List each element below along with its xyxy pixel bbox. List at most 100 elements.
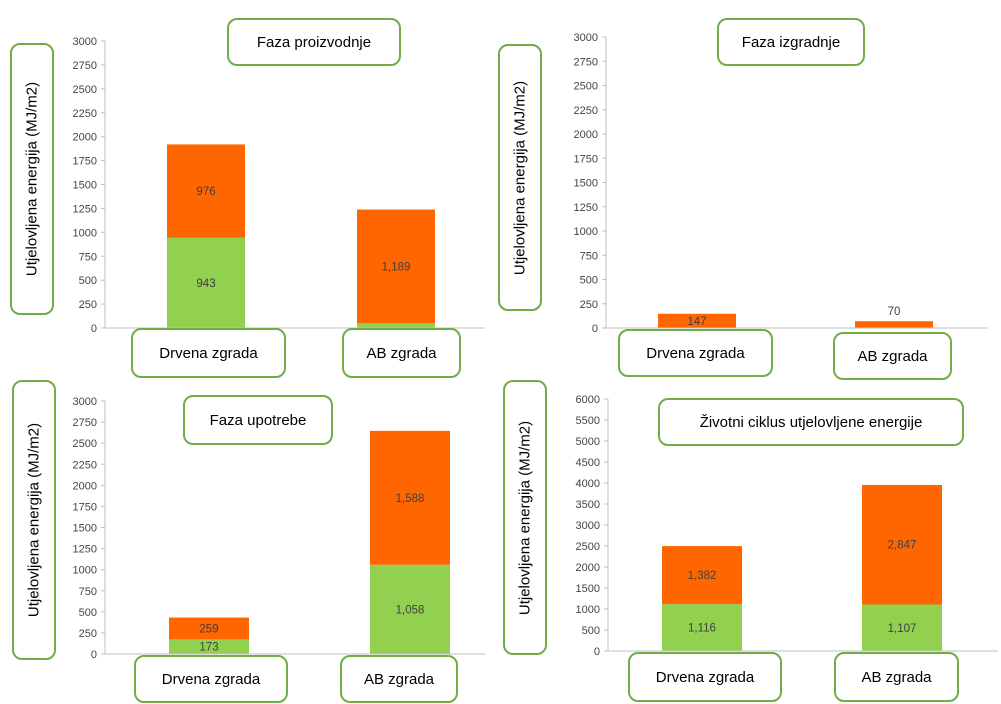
y-tick-label: 1500 bbox=[73, 180, 97, 192]
bar-segment bbox=[662, 604, 742, 651]
data-label: 259 bbox=[199, 623, 218, 635]
chart-faza-upotrebe: 0 250 500 750 1000 1250 1500 1750 2000 2250 2500 27… bbox=[0, 380, 500, 704]
chart-plot: 0 500 1000 1500 2000 2500 3000 3500 4000 4500 5000… bbox=[576, 394, 998, 658]
chart-plot: 0 250 500 750 1000 1250 1500 1750 2000 2250 2500 27… bbox=[73, 396, 485, 661]
y-tick-label: 1000 bbox=[73, 227, 97, 239]
data-label: 1,058 bbox=[396, 604, 425, 616]
y-tick-label: 250 bbox=[79, 299, 97, 311]
chart-title: Faza proizvodnje bbox=[227, 18, 401, 66]
y-tick-label: 500 bbox=[79, 275, 97, 287]
y-tick-label: 2000 bbox=[576, 562, 600, 574]
y-tick-label: 250 bbox=[580, 299, 598, 311]
y-tick-label: 1750 bbox=[73, 156, 97, 168]
y-tick-label: 500 bbox=[582, 625, 600, 637]
data-label: 943 bbox=[196, 278, 215, 290]
y-tick-label: 0 bbox=[91, 323, 97, 335]
y-tick-label: 500 bbox=[580, 275, 598, 287]
y-tick-label: 0 bbox=[91, 649, 97, 661]
y-tick-label: 2250 bbox=[73, 459, 97, 471]
chart-title: Životni ciklus utjelovljene energije bbox=[658, 398, 964, 446]
y-tick-label: 2500 bbox=[73, 84, 97, 96]
category-label: Drvena zgrada bbox=[131, 328, 286, 378]
y-tick-label: 1750 bbox=[574, 153, 598, 165]
bar-segment bbox=[862, 484, 942, 605]
y-tick-label: 2750 bbox=[73, 60, 97, 72]
chart-zivotni-ciklus: 0 500 1000 1500 2000 2500 3000 3500 4000 4500 5000… bbox=[500, 380, 1001, 704]
y-tick-label: 2000 bbox=[73, 480, 97, 492]
y-tick-label: 0 bbox=[594, 646, 600, 658]
y-axis-label: Utjelovljena energija (MJ/m2) bbox=[12, 380, 56, 660]
bar-segment bbox=[855, 321, 933, 328]
y-tick-label: 250 bbox=[79, 628, 97, 640]
bar-segment bbox=[662, 546, 742, 605]
data-label: 1,107 bbox=[888, 623, 917, 635]
data-label: 2,847 bbox=[888, 540, 917, 552]
y-tick-label: 1250 bbox=[574, 202, 598, 214]
y-tick-label: 2000 bbox=[574, 129, 598, 141]
data-label: 976 bbox=[196, 186, 215, 198]
y-tick-label: 750 bbox=[580, 250, 598, 262]
bar-segment bbox=[357, 209, 435, 324]
y-tick-label: 1500 bbox=[576, 583, 600, 595]
y-tick-label: 3000 bbox=[574, 32, 598, 44]
y-tick-label: 2250 bbox=[73, 108, 97, 120]
y-tick-label: 1500 bbox=[574, 178, 598, 190]
data-label: 1,382 bbox=[688, 570, 717, 582]
y-tick-label: 4000 bbox=[576, 478, 600, 490]
category-label: Drvena zgrada bbox=[134, 655, 288, 703]
y-tick-label: 750 bbox=[79, 586, 97, 598]
y-tick-label: 1500 bbox=[73, 523, 97, 535]
data-label: 70 bbox=[888, 306, 901, 318]
bar-segment bbox=[370, 564, 450, 654]
y-tick-label: 2500 bbox=[574, 81, 598, 93]
bar-segment bbox=[167, 144, 245, 238]
y-axis-label: Utjelovljena energija (MJ/m2) bbox=[503, 380, 547, 655]
y-tick-label: 3000 bbox=[73, 396, 97, 408]
data-label: 1,588 bbox=[396, 493, 425, 505]
category-label: Drvena zgrada bbox=[628, 652, 782, 702]
data-label: 1,189 bbox=[382, 261, 411, 273]
category-label: AB zgrada bbox=[340, 655, 458, 703]
y-tick-label: 1750 bbox=[73, 501, 97, 513]
y-tick-label: 3000 bbox=[576, 520, 600, 532]
y-axis-label: Utjelovljena energija (MJ/m2) bbox=[10, 43, 54, 315]
y-tick-label: 4500 bbox=[576, 457, 600, 469]
y-tick-label: 6000 bbox=[576, 394, 600, 406]
y-tick-label: 2750 bbox=[574, 56, 598, 68]
chart-title: Faza upotrebe bbox=[183, 395, 333, 445]
y-tick-label: 5500 bbox=[576, 415, 600, 427]
bar-segment bbox=[357, 323, 435, 328]
y-axis-label: Utjelovljena energija (MJ/m2) bbox=[498, 44, 542, 311]
category-label: Drvena zgrada bbox=[618, 329, 773, 377]
data-label: 147 bbox=[687, 316, 706, 328]
y-tick-label: 2250 bbox=[574, 105, 598, 117]
y-tick-label: 1000 bbox=[574, 226, 598, 238]
bar-segment bbox=[658, 313, 736, 328]
y-tick-label: 1250 bbox=[73, 203, 97, 215]
y-tick-label: 750 bbox=[79, 251, 97, 263]
category-label: AB zgrada bbox=[342, 328, 461, 378]
y-tick-label: 2750 bbox=[73, 417, 97, 429]
y-tick-label: 2500 bbox=[576, 541, 600, 553]
y-tick-label: 1250 bbox=[73, 544, 97, 556]
data-label: 1,116 bbox=[688, 623, 716, 635]
y-tick-label: 5000 bbox=[576, 436, 600, 448]
bar-segment bbox=[370, 430, 450, 565]
y-tick-label: 1000 bbox=[576, 604, 600, 616]
chart-title: Faza izgradnje bbox=[717, 18, 865, 66]
bar-segment bbox=[167, 237, 245, 328]
category-label: AB zgrada bbox=[833, 332, 952, 380]
y-tick-label: 3500 bbox=[576, 499, 600, 511]
y-tick-label: 3000 bbox=[73, 36, 97, 48]
y-tick-label: 2000 bbox=[73, 132, 97, 144]
chart-plot: 0 250 500 750 1000 1250 1500 1750 2000 2250 2500 27… bbox=[574, 32, 988, 335]
data-label: 173 bbox=[199, 642, 218, 654]
bar-segment bbox=[169, 617, 249, 640]
bar-segment bbox=[862, 604, 942, 651]
bar-segment bbox=[169, 639, 249, 654]
category-label: AB zgrada bbox=[834, 652, 959, 702]
y-tick-label: 0 bbox=[592, 323, 598, 335]
y-tick-label: 1000 bbox=[73, 565, 97, 577]
chart-faza-proizvodnje: 0 250 500 750 1000 1250 1500 1750 2000 2250 2500 27… bbox=[0, 0, 500, 380]
y-tick-label: 2500 bbox=[73, 438, 97, 450]
